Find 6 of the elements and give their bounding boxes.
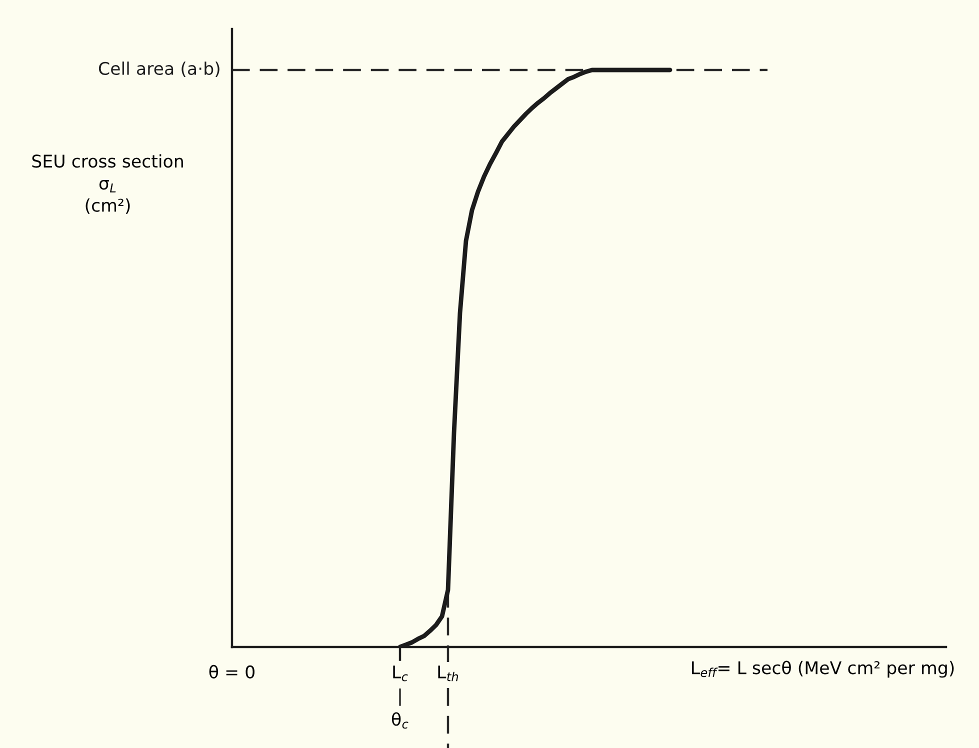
x-tick-label: L$_{c}$ | θ$_{c}$ [392, 666, 408, 729]
x-tick-label: L$_{th}$ [438, 666, 458, 682]
x-tick-label: θ = 0 [209, 664, 254, 678]
ref-line-label: Cell area (a·b) [98, 62, 220, 78]
x-axis-title: L$_{eff}$= L secθ (MeV cm² per mg) [692, 660, 954, 678]
y-axis-title: SEU cross section σ$_{L}$ (cm²) [32, 154, 183, 214]
